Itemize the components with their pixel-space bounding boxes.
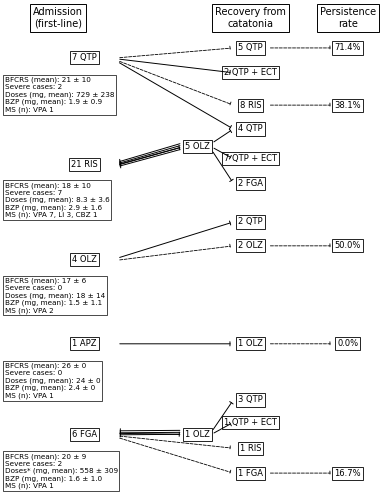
Text: 2 FGA: 2 FGA xyxy=(238,178,263,188)
Text: BFCRS (mean): 20 ± 9
Severe cases: 2
Doses* (mg, mean): 558 ± 309
BZP (mg, mean): BFCRS (mean): 20 ± 9 Severe cases: 2 Dos… xyxy=(5,453,118,489)
Text: 0.0%: 0.0% xyxy=(337,340,358,348)
Text: 1 FGA: 1 FGA xyxy=(238,468,263,477)
Text: BFCRS (mean): 17 ± 6
Severe cases: 0
Doses (mg, mean): 18 ± 14
BZP (mg, mean): 1: BFCRS (mean): 17 ± 6 Severe cases: 0 Dos… xyxy=(5,278,105,314)
Text: 38.1%: 38.1% xyxy=(334,100,361,110)
Text: 71.4%: 71.4% xyxy=(334,44,361,52)
Text: 2 QTP + ECT: 2 QTP + ECT xyxy=(224,68,277,78)
Text: 2 QTP: 2 QTP xyxy=(238,218,263,226)
Text: 7 QTP: 7 QTP xyxy=(72,54,97,62)
Text: 5 QTP: 5 QTP xyxy=(238,44,263,52)
Text: Persistence
rate: Persistence rate xyxy=(319,8,376,29)
Text: 4 OLZ: 4 OLZ xyxy=(72,255,97,264)
Text: 3 QTP: 3 QTP xyxy=(238,396,263,404)
Text: Recovery from
catatonia: Recovery from catatonia xyxy=(215,8,286,29)
Text: 2 OLZ: 2 OLZ xyxy=(238,242,263,250)
Text: 1 OLZ: 1 OLZ xyxy=(238,340,263,348)
Text: 1 APZ: 1 APZ xyxy=(72,340,97,348)
Text: BFCRS (mean): 18 ± 10
Severe cases: 7
Doses (mg, mean): 8.3 ± 3.6
BZP (mg, mean): BFCRS (mean): 18 ± 10 Severe cases: 7 Do… xyxy=(5,182,109,218)
Text: Admission
(first-line): Admission (first-line) xyxy=(33,8,83,29)
Text: 50.0%: 50.0% xyxy=(334,242,361,250)
Text: 7 QTP + ECT: 7 QTP + ECT xyxy=(224,154,277,164)
Text: BFCRS (mean): 26 ± 0
Severe cases: 0
Doses (mg, mean): 24 ± 0
BZP (mg, mean): 2.: BFCRS (mean): 26 ± 0 Severe cases: 0 Dos… xyxy=(5,362,100,398)
Text: BFCRS (mean): 21 ± 10
Severe cases: 2
Doses (mg, mean): 729 ± 238
BZP (mg, mean): BFCRS (mean): 21 ± 10 Severe cases: 2 Do… xyxy=(5,77,114,113)
Text: 6 FGA: 6 FGA xyxy=(72,430,97,439)
Text: 4 QTP: 4 QTP xyxy=(238,124,263,134)
Text: 8 RIS: 8 RIS xyxy=(240,100,261,110)
Text: 21 RIS: 21 RIS xyxy=(71,160,98,170)
Text: 5 OLZ: 5 OLZ xyxy=(185,142,210,152)
Text: 1 QTP + ECT: 1 QTP + ECT xyxy=(224,418,277,427)
Text: 1 OLZ: 1 OLZ xyxy=(185,430,210,439)
Text: 1 RIS: 1 RIS xyxy=(240,444,261,452)
Text: 16.7%: 16.7% xyxy=(334,468,361,477)
